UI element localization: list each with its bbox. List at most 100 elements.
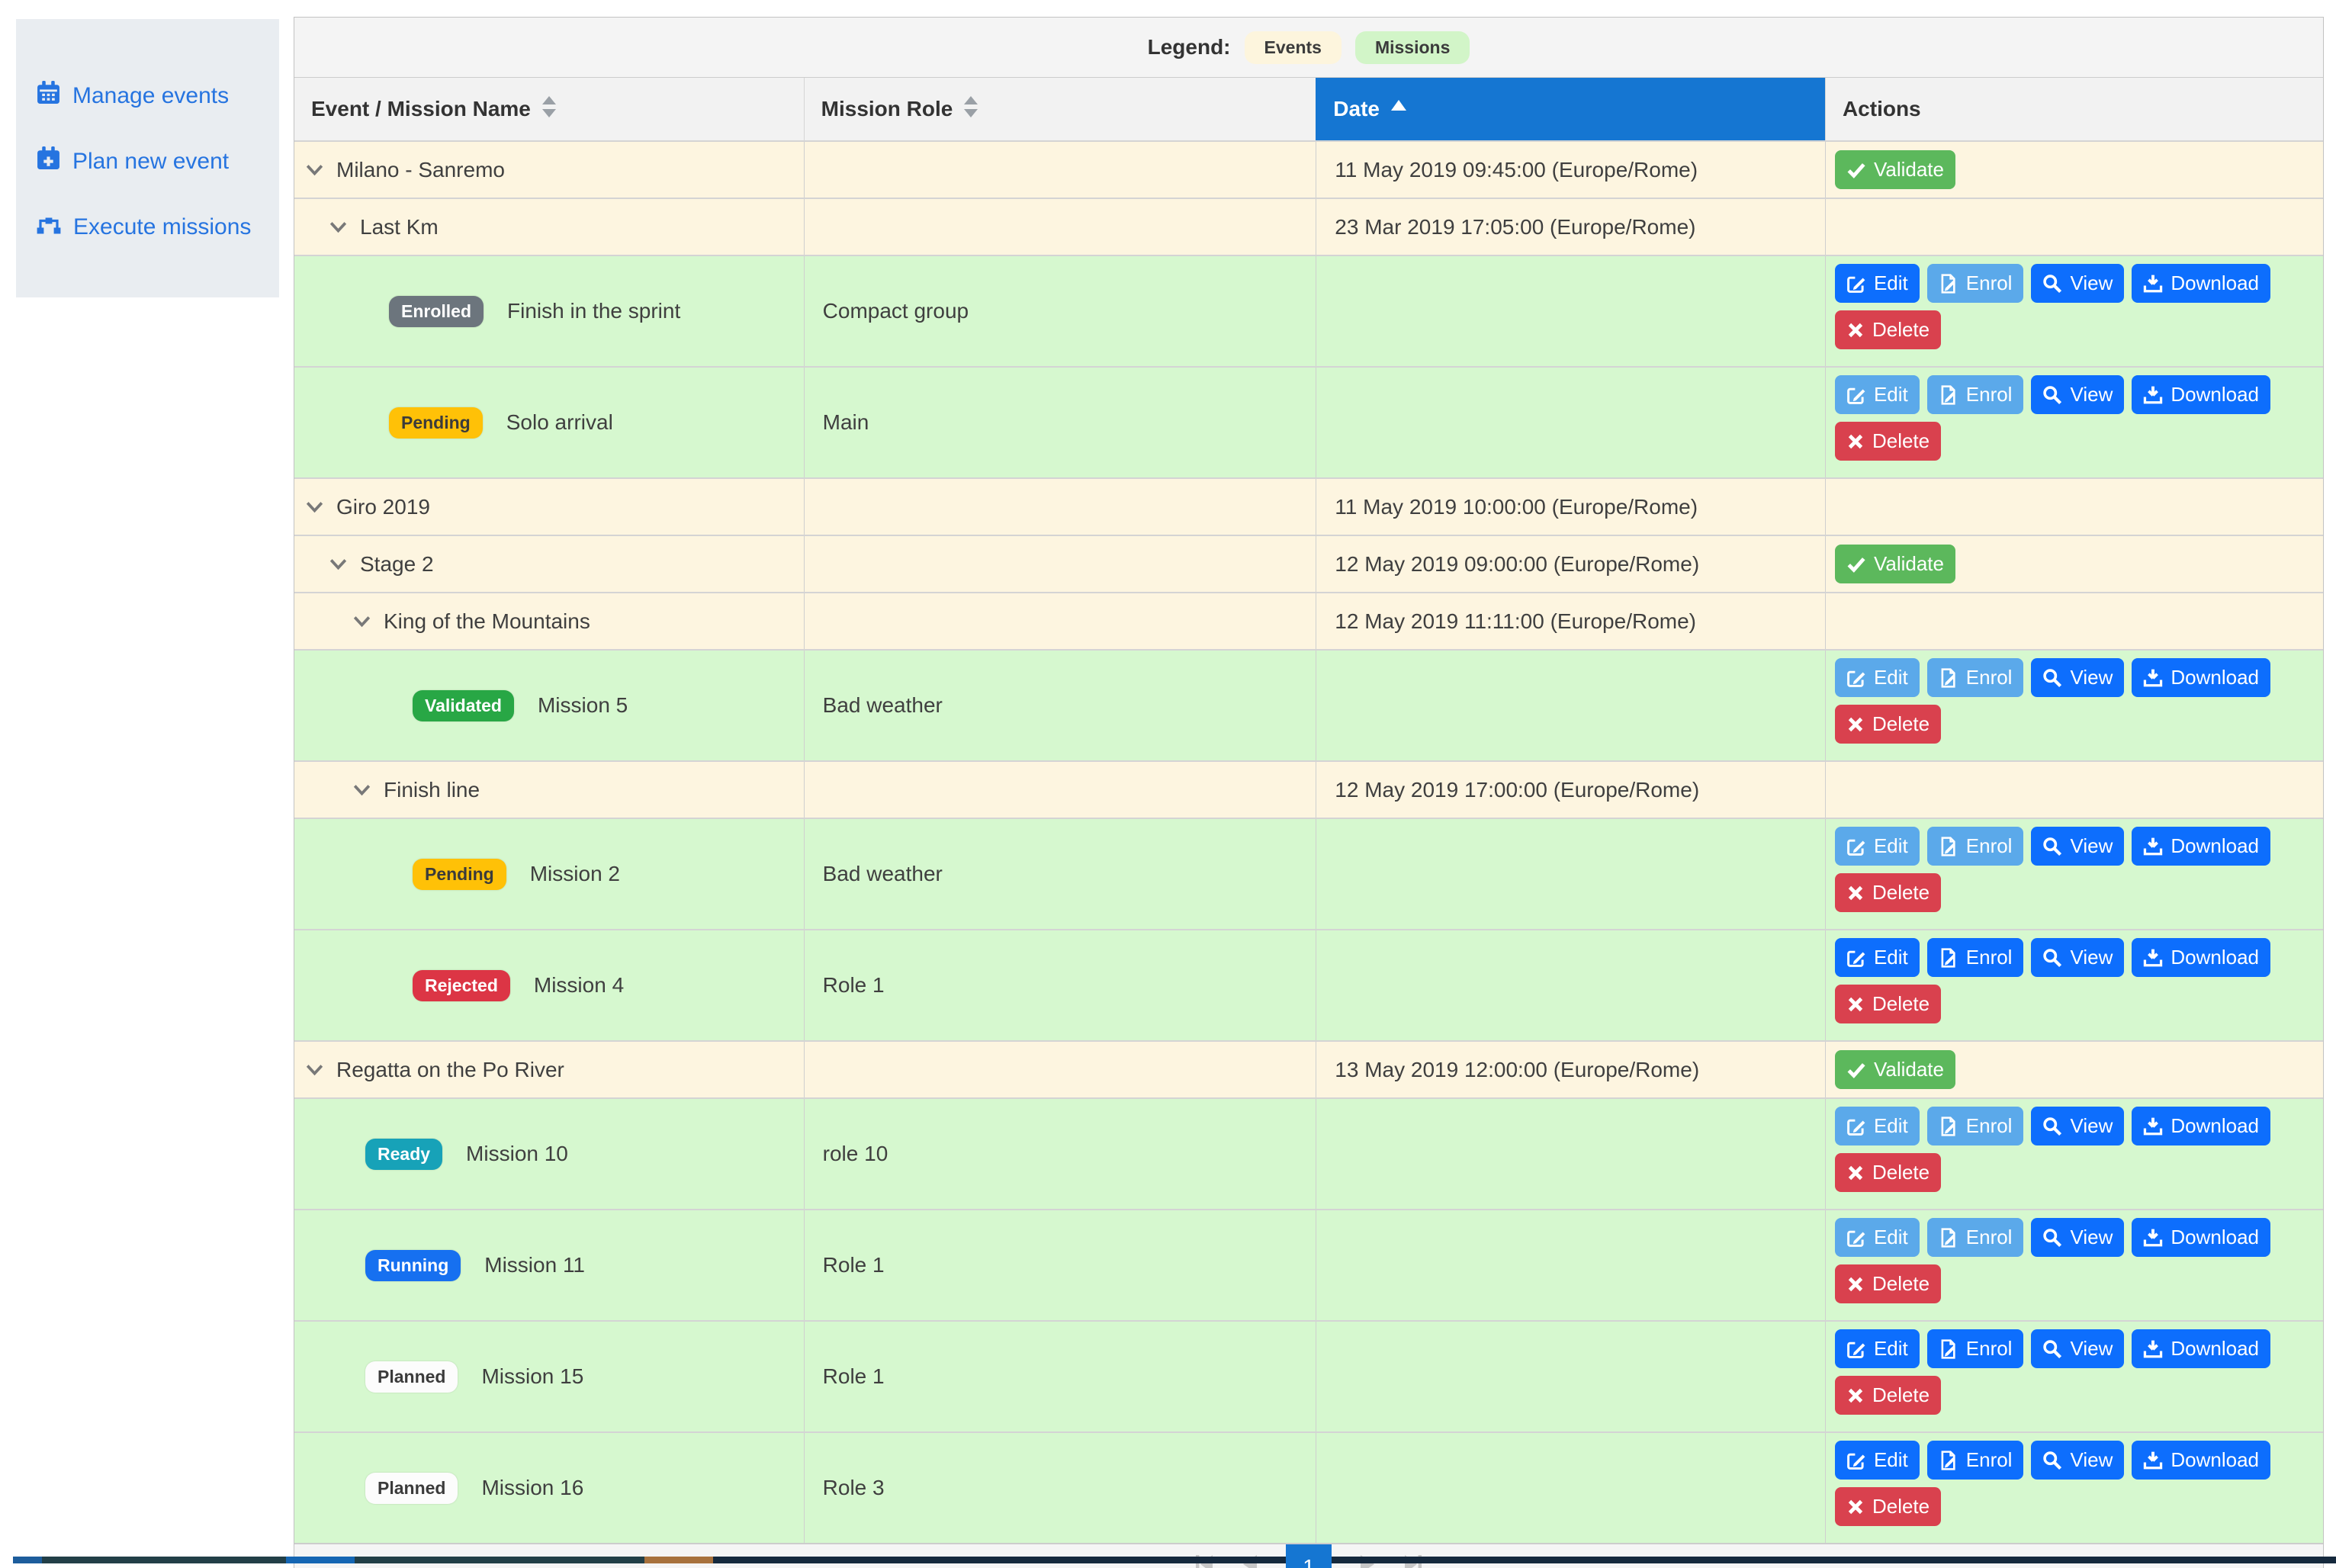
table-row-event: King of the Mountains 12 May 2019 11:11:… — [294, 592, 2323, 649]
button-label: Download — [2171, 946, 2259, 969]
table-body: Milano - Sanremo 11 May 2019 09:45:00 (E… — [294, 140, 2323, 1543]
table-row-mission: Planned Mission 16 Role 3 Edit Enrol Vie… — [294, 1431, 2323, 1543]
calendar-icon — [36, 80, 61, 111]
actions-cell: Edit Enrol View Download Delete — [1824, 1210, 2323, 1320]
status-badge: Ready — [365, 1138, 443, 1170]
download-button[interactable]: Download — [2132, 375, 2270, 414]
edit-button[interactable]: Edit — [1834, 827, 1920, 866]
status-badge: Validated — [413, 689, 514, 721]
enrol-button[interactable]: Enrol — [1926, 658, 2024, 697]
actions-cell: Edit Enrol View Download Delete — [1824, 1322, 2323, 1431]
enrol-button[interactable]: Enrol — [1926, 827, 2024, 866]
mission-name: Mission 15 — [481, 1364, 584, 1388]
table-row-mission: Pending Mission 2 Bad weather Edit Enrol… — [294, 818, 2323, 929]
status-badge: Enrolled — [389, 295, 484, 327]
enrol-button[interactable]: Enrol — [1926, 264, 2024, 303]
button-label: Delete — [1872, 712, 1930, 735]
chevron-down-icon[interactable] — [304, 496, 325, 517]
chevron-down-icon[interactable] — [304, 1059, 325, 1080]
edit-button[interactable]: Edit — [1834, 375, 1920, 414]
button-label: Download — [2171, 1114, 2259, 1137]
button-label: Enrol — [1965, 834, 2013, 857]
column-header-actions: Actions — [1824, 78, 2323, 140]
download-button[interactable]: Download — [2132, 264, 2270, 303]
delete-button[interactable]: Delete — [1834, 985, 1942, 1023]
actions-cell — [1824, 593, 2323, 649]
table-row-event: Stage 2 12 May 2019 09:00:00 (Europe/Rom… — [294, 535, 2323, 592]
column-header-name[interactable]: Event / Mission Name — [294, 78, 804, 140]
sort-icon — [541, 95, 557, 124]
button-label: Download — [2171, 1448, 2259, 1471]
mission-name: Mission 11 — [484, 1253, 586, 1277]
edit-button[interactable]: Edit — [1834, 658, 1920, 697]
delete-button[interactable]: Delete — [1834, 1376, 1942, 1415]
enrol-button[interactable]: Enrol — [1926, 938, 2024, 977]
button-label: Delete — [1872, 1383, 1930, 1406]
actions-cell — [1824, 199, 2323, 255]
delete-button[interactable]: Delete — [1834, 310, 1942, 349]
chevron-down-icon[interactable] — [304, 159, 325, 180]
view-button[interactable]: View — [2031, 1329, 2125, 1368]
mission-role: Role 1 — [822, 973, 885, 997]
validate-button[interactable]: Validate — [1834, 1050, 1955, 1089]
button-label: Download — [2171, 834, 2259, 857]
table-row-event: Milano - Sanremo 11 May 2019 09:45:00 (E… — [294, 140, 2323, 198]
download-button[interactable]: Download — [2132, 1218, 2270, 1257]
current-page-button[interactable]: 1 — [1286, 1544, 1332, 1568]
event-name: Finish line — [384, 777, 480, 802]
view-button[interactable]: View — [2031, 658, 2125, 697]
chevron-down-icon[interactable] — [352, 611, 372, 631]
button-label: Download — [2171, 272, 2259, 294]
view-button[interactable]: View — [2031, 264, 2125, 303]
button-label: Edit — [1873, 1448, 1908, 1471]
chevron-down-icon[interactable] — [328, 217, 349, 237]
download-button[interactable]: Download — [2132, 827, 2270, 866]
validate-button[interactable]: Validate — [1834, 150, 1955, 189]
mission-role-cell — [803, 536, 1316, 592]
mission-name: Mission 5 — [537, 693, 628, 717]
download-button[interactable]: Download — [2132, 1329, 2270, 1368]
enrol-button[interactable]: Enrol — [1926, 375, 2024, 414]
download-button[interactable]: Download — [2132, 1441, 2270, 1480]
download-button[interactable]: Download — [2132, 938, 2270, 977]
validate-button[interactable]: Validate — [1834, 545, 1955, 583]
delete-button[interactable]: Delete — [1834, 1153, 1942, 1192]
delete-button[interactable]: Delete — [1834, 422, 1942, 461]
mission-name: Finish in the sprint — [507, 299, 681, 323]
mission-name: Mission 4 — [533, 973, 625, 997]
view-button[interactable]: View — [2031, 1107, 2125, 1145]
sidebar-item-manage-events[interactable]: Manage events — [36, 80, 279, 111]
enrol-button[interactable]: Enrol — [1926, 1329, 2024, 1368]
sidebar-item-plan-new-event[interactable]: Plan new event — [36, 146, 279, 177]
edit-button[interactable]: Edit — [1834, 1441, 1920, 1480]
enrol-button[interactable]: Enrol — [1926, 1218, 2024, 1257]
download-button[interactable]: Download — [2132, 1107, 2270, 1145]
edit-button[interactable]: Edit — [1834, 1218, 1920, 1257]
column-header-role[interactable]: Mission Role — [803, 78, 1316, 140]
mission-role: Bad weather — [822, 862, 943, 885]
download-button[interactable]: Download — [2132, 658, 2270, 697]
enrol-button[interactable]: Enrol — [1926, 1107, 2024, 1145]
column-header-date[interactable]: Date — [1316, 78, 1825, 140]
sidebar-item-execute-missions[interactable]: Execute missions — [36, 211, 279, 243]
view-button[interactable]: View — [2031, 827, 2125, 866]
edit-button[interactable]: Edit — [1834, 1329, 1920, 1368]
enrol-button[interactable]: Enrol — [1926, 1441, 2024, 1480]
view-button[interactable]: View — [2031, 375, 2125, 414]
edit-button[interactable]: Edit — [1834, 264, 1920, 303]
delete-button[interactable]: Delete — [1834, 1264, 1942, 1303]
view-button[interactable]: View — [2031, 1218, 2125, 1257]
chevron-down-icon[interactable] — [328, 554, 349, 574]
delete-button[interactable]: Delete — [1834, 873, 1942, 912]
edit-button[interactable]: Edit — [1834, 1107, 1920, 1145]
event-date: 13 May 2019 12:00:00 (Europe/Rome) — [1335, 1057, 1700, 1081]
chevron-down-icon[interactable] — [352, 779, 372, 800]
actions-cell: Validate — [1824, 536, 2323, 592]
view-button[interactable]: View — [2031, 938, 2125, 977]
view-button[interactable]: View — [2031, 1441, 2125, 1480]
delete-button[interactable]: Delete — [1834, 1487, 1942, 1526]
button-label: Delete — [1872, 1161, 1930, 1184]
delete-button[interactable]: Delete — [1834, 705, 1942, 744]
edit-button[interactable]: Edit — [1834, 938, 1920, 977]
legend-missions-badge: Missions — [1354, 31, 1470, 64]
